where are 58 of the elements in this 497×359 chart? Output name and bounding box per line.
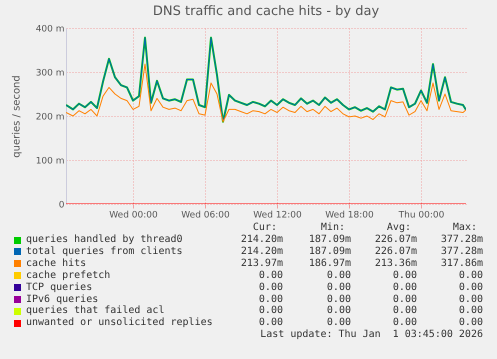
text: 226.07m xyxy=(374,234,417,246)
y-tick-label: 200 m xyxy=(36,112,64,122)
text: 0.00 xyxy=(326,282,351,294)
text: Max: xyxy=(452,222,477,234)
text: 0.00 xyxy=(392,305,417,318)
text: 377.28m xyxy=(440,246,483,258)
legend-label: TCP queries xyxy=(26,282,92,294)
y-axis-title: queries / second xyxy=(12,75,23,158)
legend-label: queries handled by thread0 xyxy=(26,234,183,246)
text: 214.20m xyxy=(240,246,283,258)
y-tick-label: 400 m xyxy=(36,24,64,34)
text: Min: xyxy=(320,222,345,234)
text: 186.97m xyxy=(308,258,351,270)
text: 0.00 xyxy=(458,270,483,282)
legend-label: cache hits xyxy=(26,258,86,270)
text: 377.28m xyxy=(440,234,483,246)
x-tick-label: Wed 06:00 xyxy=(181,210,230,220)
text: 0.00 xyxy=(326,317,351,329)
y-tick-label: 300 m xyxy=(36,68,64,78)
legend-label: queries that failed acl xyxy=(26,305,164,317)
x-tick-label: Wed 12:00 xyxy=(253,210,302,220)
text: Cur: xyxy=(252,222,277,234)
line-series xyxy=(66,64,466,122)
text: 0.00 xyxy=(258,305,283,318)
text: 226.07m xyxy=(374,246,417,258)
text: 0.00 xyxy=(458,294,483,306)
text: 0.00 xyxy=(458,317,483,330)
chart-title: DNS traffic and cache hits - by day xyxy=(152,4,380,19)
text: Avg: xyxy=(386,222,411,234)
text: 0.00 xyxy=(458,305,483,318)
legend-label: IPv6 queries xyxy=(26,294,98,305)
text: 214.20m xyxy=(240,234,283,246)
text: 0.00 xyxy=(392,270,417,282)
legend-label: total queries from clients xyxy=(26,246,183,258)
text: 213.36m xyxy=(374,258,417,270)
text: 0.00 xyxy=(258,317,283,330)
text: 0.00 xyxy=(258,282,283,294)
x-tick-label: Thu 00:00 xyxy=(398,210,445,220)
text: 0.00 xyxy=(326,305,351,318)
legend-label: unwanted or unsolicited replies xyxy=(26,317,213,330)
x-tick-label: Wed 18:00 xyxy=(325,210,374,220)
text: 0.00 xyxy=(392,282,417,294)
text: 0.00 xyxy=(458,282,483,294)
text: 0.00 xyxy=(326,294,351,306)
text: 187.09m xyxy=(308,234,351,246)
x-tick-label: Wed 00:00 xyxy=(109,210,158,220)
text: 0.00 xyxy=(326,270,351,282)
y-tick-label: 100 m xyxy=(36,156,64,166)
y-tick-label: 0 xyxy=(58,200,65,210)
text: 0.00 xyxy=(392,294,417,306)
legend-label: cache prefetch xyxy=(26,270,110,282)
text: 213.97m xyxy=(240,258,283,270)
text: Last update: Thu Jan 1 03:45:00 2026 xyxy=(260,329,483,342)
text: 317.86m xyxy=(440,258,483,270)
text: 0.00 xyxy=(258,270,283,282)
text: 0.00 xyxy=(258,294,283,306)
text: 187.09m xyxy=(308,246,351,258)
text: 0.00 xyxy=(392,317,417,330)
